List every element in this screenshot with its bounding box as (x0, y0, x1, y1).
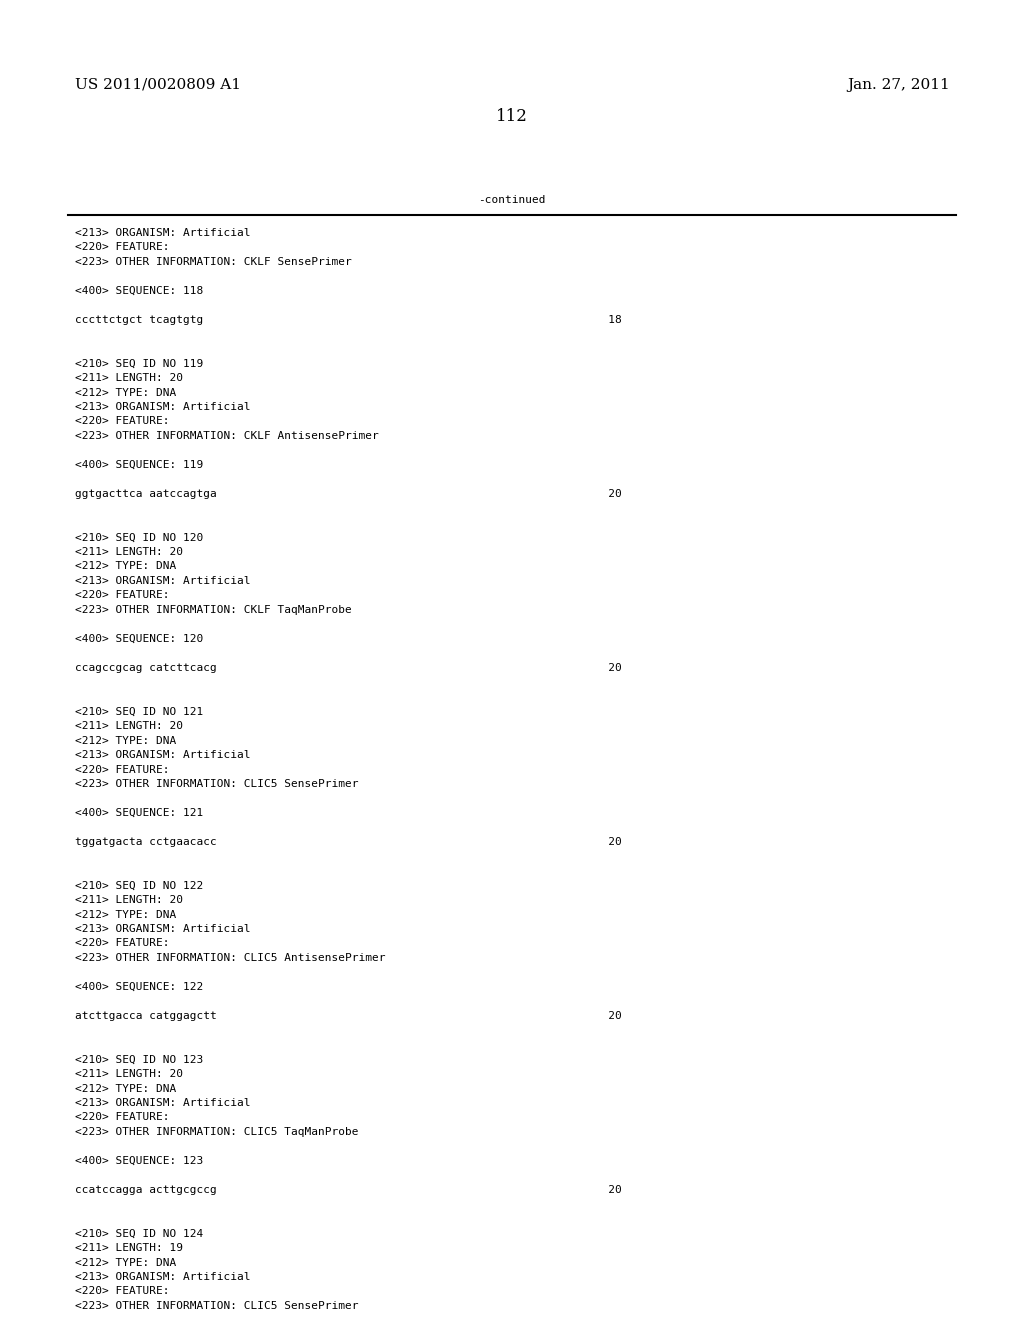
Text: <213> ORGANISM: Artificial: <213> ORGANISM: Artificial (75, 228, 251, 238)
Text: <211> LENGTH: 20: <211> LENGTH: 20 (75, 1069, 183, 1078)
Text: <223> OTHER INFORMATION: CKLF AntisensePrimer: <223> OTHER INFORMATION: CKLF AntisenseP… (75, 432, 379, 441)
Text: <213> ORGANISM: Artificial: <213> ORGANISM: Artificial (75, 1098, 251, 1107)
Text: <400> SEQUENCE: 120: <400> SEQUENCE: 120 (75, 634, 203, 644)
Text: <213> ORGANISM: Artificial: <213> ORGANISM: Artificial (75, 1272, 251, 1282)
Text: <220> FEATURE:: <220> FEATURE: (75, 590, 170, 601)
Text: <400> SEQUENCE: 122: <400> SEQUENCE: 122 (75, 982, 203, 993)
Text: 112: 112 (496, 108, 528, 125)
Text: ccagccgcag catcttcacg                                                          2: ccagccgcag catcttcacg 2 (75, 663, 622, 673)
Text: <210> SEQ ID NO 122: <210> SEQ ID NO 122 (75, 880, 203, 891)
Text: <400> SEQUENCE: 118: <400> SEQUENCE: 118 (75, 286, 203, 296)
Text: <210> SEQ ID NO 120: <210> SEQ ID NO 120 (75, 532, 203, 543)
Text: <223> OTHER INFORMATION: CKLF SensePrimer: <223> OTHER INFORMATION: CKLF SensePrime… (75, 257, 352, 267)
Text: <223> OTHER INFORMATION: CLIC5 TaqManProbe: <223> OTHER INFORMATION: CLIC5 TaqManPro… (75, 1127, 358, 1137)
Text: <400> SEQUENCE: 123: <400> SEQUENCE: 123 (75, 1156, 203, 1166)
Text: <211> LENGTH: 19: <211> LENGTH: 19 (75, 1243, 183, 1253)
Text: <212> TYPE: DNA: <212> TYPE: DNA (75, 561, 176, 572)
Text: <211> LENGTH: 20: <211> LENGTH: 20 (75, 374, 183, 383)
Text: cccttctgct tcagtgtg                                                            1: cccttctgct tcagtgtg 1 (75, 315, 622, 325)
Text: <210> SEQ ID NO 119: <210> SEQ ID NO 119 (75, 359, 203, 368)
Text: atcttgacca catggagctt                                                          2: atcttgacca catggagctt 2 (75, 1011, 622, 1020)
Text: <212> TYPE: DNA: <212> TYPE: DNA (75, 1258, 176, 1267)
Text: <220> FEATURE:: <220> FEATURE: (75, 243, 170, 252)
Text: ggtgacttca aatccagtga                                                          2: ggtgacttca aatccagtga 2 (75, 488, 622, 499)
Text: <213> ORGANISM: Artificial: <213> ORGANISM: Artificial (75, 924, 251, 935)
Text: <400> SEQUENCE: 119: <400> SEQUENCE: 119 (75, 459, 203, 470)
Text: <220> FEATURE:: <220> FEATURE: (75, 939, 170, 949)
Text: tggatgacta cctgaacacc                                                          2: tggatgacta cctgaacacc 2 (75, 837, 622, 847)
Text: ccatccagga acttgcgccg                                                          2: ccatccagga acttgcgccg 2 (75, 1185, 622, 1195)
Text: <213> ORGANISM: Artificial: <213> ORGANISM: Artificial (75, 750, 251, 760)
Text: <210> SEQ ID NO 123: <210> SEQ ID NO 123 (75, 1055, 203, 1064)
Text: <220> FEATURE:: <220> FEATURE: (75, 1113, 170, 1122)
Text: <212> TYPE: DNA: <212> TYPE: DNA (75, 909, 176, 920)
Text: <223> OTHER INFORMATION: CKLF TaqManProbe: <223> OTHER INFORMATION: CKLF TaqManProb… (75, 605, 352, 615)
Text: <212> TYPE: DNA: <212> TYPE: DNA (75, 1084, 176, 1093)
Text: <223> OTHER INFORMATION: CLIC5 AntisensePrimer: <223> OTHER INFORMATION: CLIC5 Antisense… (75, 953, 385, 964)
Text: <220> FEATURE:: <220> FEATURE: (75, 764, 170, 775)
Text: <210> SEQ ID NO 121: <210> SEQ ID NO 121 (75, 706, 203, 717)
Text: <400> SEQUENCE: 121: <400> SEQUENCE: 121 (75, 808, 203, 818)
Text: <220> FEATURE:: <220> FEATURE: (75, 417, 170, 426)
Text: US 2011/0020809 A1: US 2011/0020809 A1 (75, 78, 241, 92)
Text: Jan. 27, 2011: Jan. 27, 2011 (847, 78, 950, 92)
Text: -continued: -continued (478, 195, 546, 205)
Text: <213> ORGANISM: Artificial: <213> ORGANISM: Artificial (75, 403, 251, 412)
Text: <210> SEQ ID NO 124: <210> SEQ ID NO 124 (75, 1229, 203, 1238)
Text: <211> LENGTH: 20: <211> LENGTH: 20 (75, 546, 183, 557)
Text: <223> OTHER INFORMATION: CLIC5 SensePrimer: <223> OTHER INFORMATION: CLIC5 SensePrim… (75, 779, 358, 789)
Text: <220> FEATURE:: <220> FEATURE: (75, 1287, 170, 1296)
Text: <211> LENGTH: 20: <211> LENGTH: 20 (75, 721, 183, 731)
Text: <213> ORGANISM: Artificial: <213> ORGANISM: Artificial (75, 576, 251, 586)
Text: <212> TYPE: DNA: <212> TYPE: DNA (75, 735, 176, 746)
Text: <212> TYPE: DNA: <212> TYPE: DNA (75, 388, 176, 397)
Text: <211> LENGTH: 20: <211> LENGTH: 20 (75, 895, 183, 906)
Text: <223> OTHER INFORMATION: CLIC5 SensePrimer: <223> OTHER INFORMATION: CLIC5 SensePrim… (75, 1302, 358, 1311)
